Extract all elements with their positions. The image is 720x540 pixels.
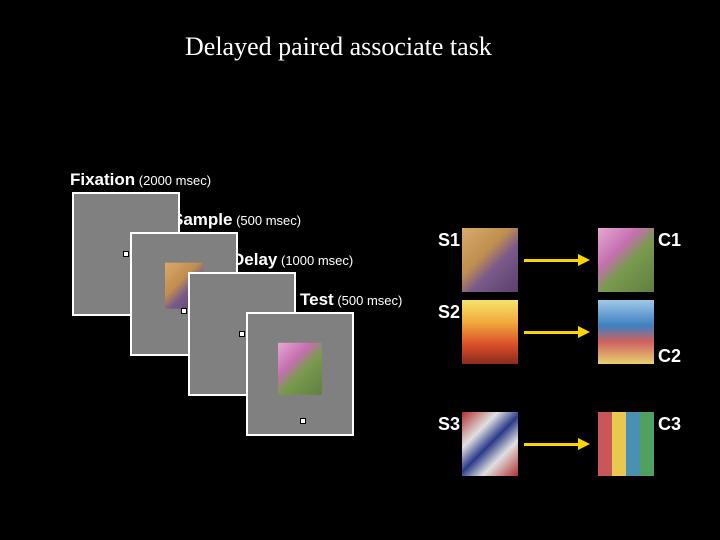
pair-sample-label: S3 <box>438 414 460 435</box>
pair-choice-label: C2 <box>658 346 681 367</box>
arrow-head <box>578 254 590 266</box>
stage-panel <box>246 312 354 436</box>
pair-sample-thumb <box>462 412 518 476</box>
pair-choice-label: C3 <box>658 414 681 435</box>
stage-label-main: Test <box>300 290 334 309</box>
fixation-dot-icon <box>181 308 187 314</box>
stage-label-main: Delay <box>232 250 277 269</box>
stage-label-detail: (1000 msec) <box>277 253 353 268</box>
pair-sample-label: S1 <box>438 230 460 251</box>
pair-choice-thumb <box>598 300 654 364</box>
arrow-head <box>578 438 590 450</box>
pair-sample-label: S2 <box>438 302 460 323</box>
pair-choice-thumb <box>598 412 654 476</box>
fixation-dot-icon <box>300 418 306 424</box>
stage-label-detail: (500 msec) <box>334 293 403 308</box>
arrow-shaft <box>524 259 578 262</box>
stage-label-main: Sample <box>172 210 232 229</box>
stage-label-main: Fixation <box>70 170 135 189</box>
page-title: Delayed paired associate task <box>185 32 492 62</box>
fixation-dot-icon <box>239 331 245 337</box>
fixation-dot-icon <box>123 251 129 257</box>
stage-label-detail: (2000 msec) <box>135 173 211 188</box>
pair-sample-thumb <box>462 228 518 292</box>
pair-sample-thumb <box>462 300 518 364</box>
stage-label: Test (500 msec) <box>300 290 402 310</box>
arrow-head <box>578 326 590 338</box>
arrow-shaft <box>524 443 578 446</box>
pair-choice-thumb <box>598 228 654 292</box>
pair-choice-label: C1 <box>658 230 681 251</box>
arrow-shaft <box>524 331 578 334</box>
stage-label-detail: (500 msec) <box>232 213 301 228</box>
stage-label: Delay (1000 msec) <box>232 250 353 270</box>
stage-label: Sample (500 msec) <box>172 210 301 230</box>
stage-label: Fixation (2000 msec) <box>70 170 211 190</box>
test-stimulus-thumb <box>278 343 322 395</box>
